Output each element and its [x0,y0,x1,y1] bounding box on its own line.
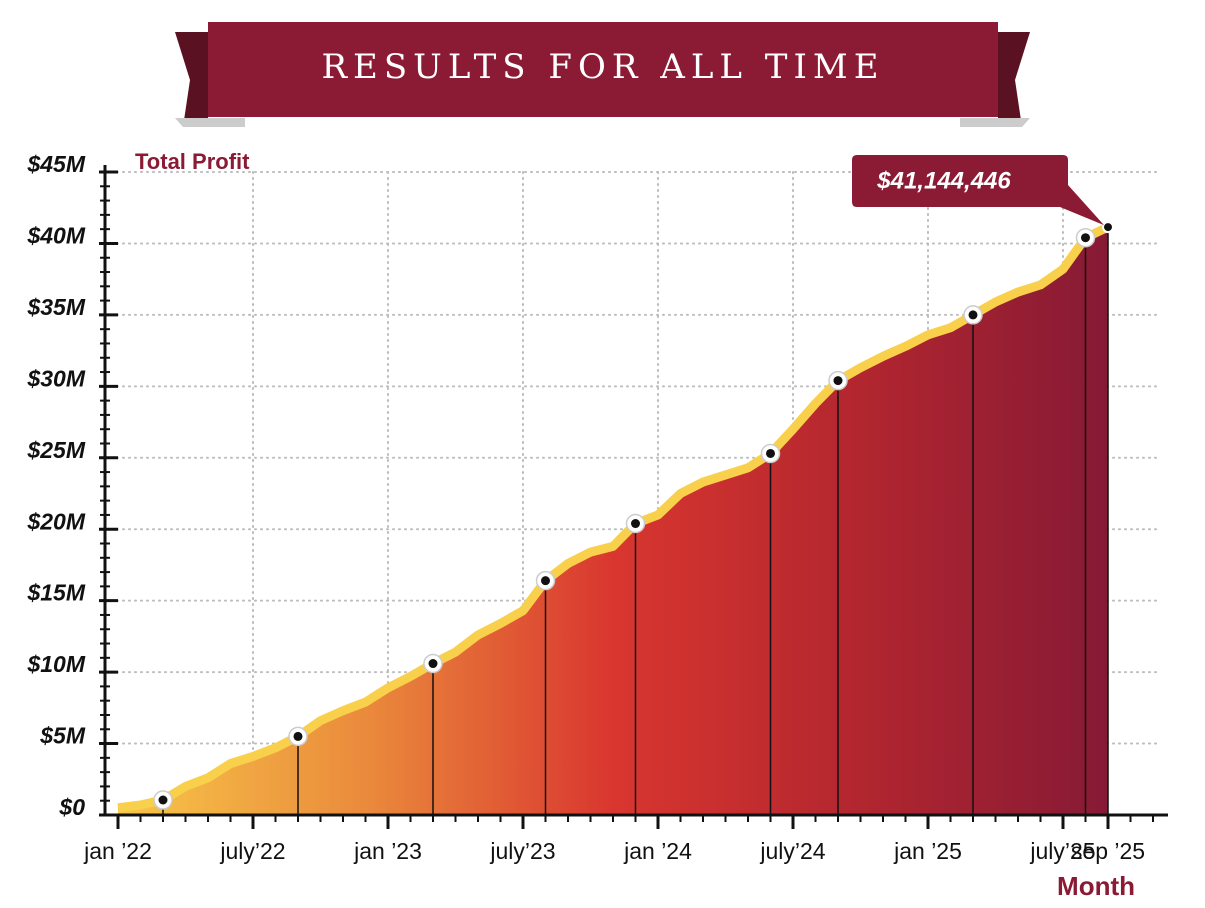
x-tick-label: jan ’22 [83,838,152,864]
data-label: $41,144,446 [876,167,1011,194]
area [118,227,1108,816]
y-tick-label: $25M [26,437,85,463]
title-ribbon [175,22,1030,127]
x-tick-label: jan ’23 [353,838,422,864]
x-tick-label: july’24 [759,838,825,864]
y-axis-label: Total Profit [135,149,250,174]
marker [293,731,303,741]
marker [428,659,438,669]
y-tick-label: $5M [39,723,86,749]
marker [158,795,168,805]
marker [541,576,550,586]
y-tick-label: $20M [26,508,85,534]
line [117,223,1110,813]
y-tick-label: $0 [58,794,85,820]
y-tick-label: $15M [26,580,85,606]
x-tick-label: july’25 [1029,838,1095,864]
marker [631,519,640,529]
annotation-box [852,155,1104,226]
y-tick-label: $30M [26,365,85,391]
x-tick-label: july’22 [219,838,285,864]
chart-title: RESULTS FOR ALL TIME [321,47,884,87]
x-axis-label: Month [1057,871,1135,901]
y-tick-label: $35M [26,294,85,320]
y-tick-label: $45M [26,151,85,177]
x-tick-label: july’23 [489,838,555,864]
x-tick-label: sep ’25 [1071,838,1145,864]
x-tick-label: jan ’24 [623,838,692,864]
y-tick-label: $10M [26,651,85,677]
marker [833,376,843,386]
marker [1102,221,1114,234]
y-tick-label: $40M [26,223,85,249]
marker [968,310,978,320]
marker [1081,233,1090,243]
x-tick-label: jan ’25 [893,838,962,864]
marker [766,448,775,458]
